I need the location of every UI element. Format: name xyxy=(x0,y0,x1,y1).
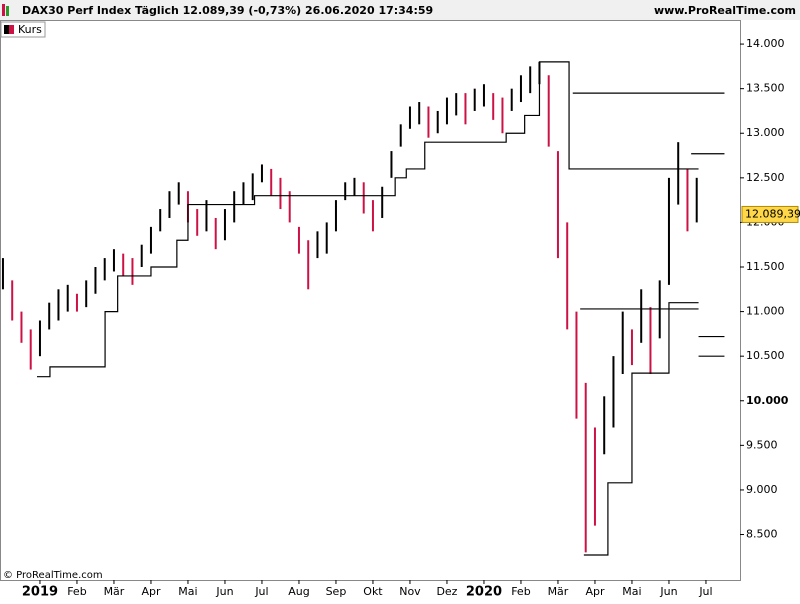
y-tick-label: 14.000 xyxy=(746,37,785,50)
x-tick-label: Nov xyxy=(399,585,421,598)
stop-line xyxy=(37,61,699,378)
legend-icon xyxy=(9,25,14,34)
x-tick-label: Mai xyxy=(178,585,197,598)
y-tick-label: 10.000 xyxy=(746,394,789,407)
x-tick-label: Sep xyxy=(326,585,347,598)
header-icon xyxy=(6,6,9,16)
plot-frame xyxy=(0,20,741,581)
legend-label: Kurs xyxy=(18,23,42,36)
header-bar xyxy=(0,0,800,20)
x-tick-label: 2019 xyxy=(22,585,58,600)
x-tick-label: Jul xyxy=(254,585,268,598)
x-tick-label: Aug xyxy=(288,585,309,598)
chart-title: DAX30 Perf Index Täglich 12.089,39 (-0,7… xyxy=(22,4,433,17)
y-tick-label: 11.500 xyxy=(746,260,785,273)
copyright: © ProRealTime.com xyxy=(3,570,103,581)
x-tick-label: Feb xyxy=(67,585,86,598)
stop-line xyxy=(583,302,699,556)
x-tick-label: 2020 xyxy=(466,585,502,600)
y-tick-label: 10.500 xyxy=(746,349,785,362)
y-tick-label: 9.000 xyxy=(746,483,778,496)
last-price-label: 12.089,39 xyxy=(745,207,800,220)
legend-icon xyxy=(4,25,9,34)
y-tick-label: 13.500 xyxy=(746,82,785,95)
x-tick-label: Okt xyxy=(363,585,383,598)
y-tick-label: 9.500 xyxy=(746,438,778,451)
x-tick-label: Feb xyxy=(511,585,530,598)
y-tick-label: 12.500 xyxy=(746,171,785,184)
y-tick-label: 11.000 xyxy=(746,305,785,318)
y-tick-label: 13.000 xyxy=(746,126,785,139)
x-tick-label: Jun xyxy=(215,585,233,598)
last-price-box xyxy=(741,205,799,223)
header-icon xyxy=(2,4,5,16)
x-tick-label: Mär xyxy=(548,585,569,598)
x-tick-label: Jun xyxy=(659,585,677,598)
x-tick-label: Apr xyxy=(141,585,161,598)
x-tick-label: Jul xyxy=(698,585,712,598)
source: www.ProRealTime.com xyxy=(654,4,796,17)
y-tick-label: 8.500 xyxy=(746,528,778,541)
x-tick-label: Apr xyxy=(585,585,605,598)
x-tick-label: Mai xyxy=(622,585,641,598)
x-tick-label: Dez xyxy=(436,585,457,598)
x-tick-label: Mär xyxy=(104,585,125,598)
